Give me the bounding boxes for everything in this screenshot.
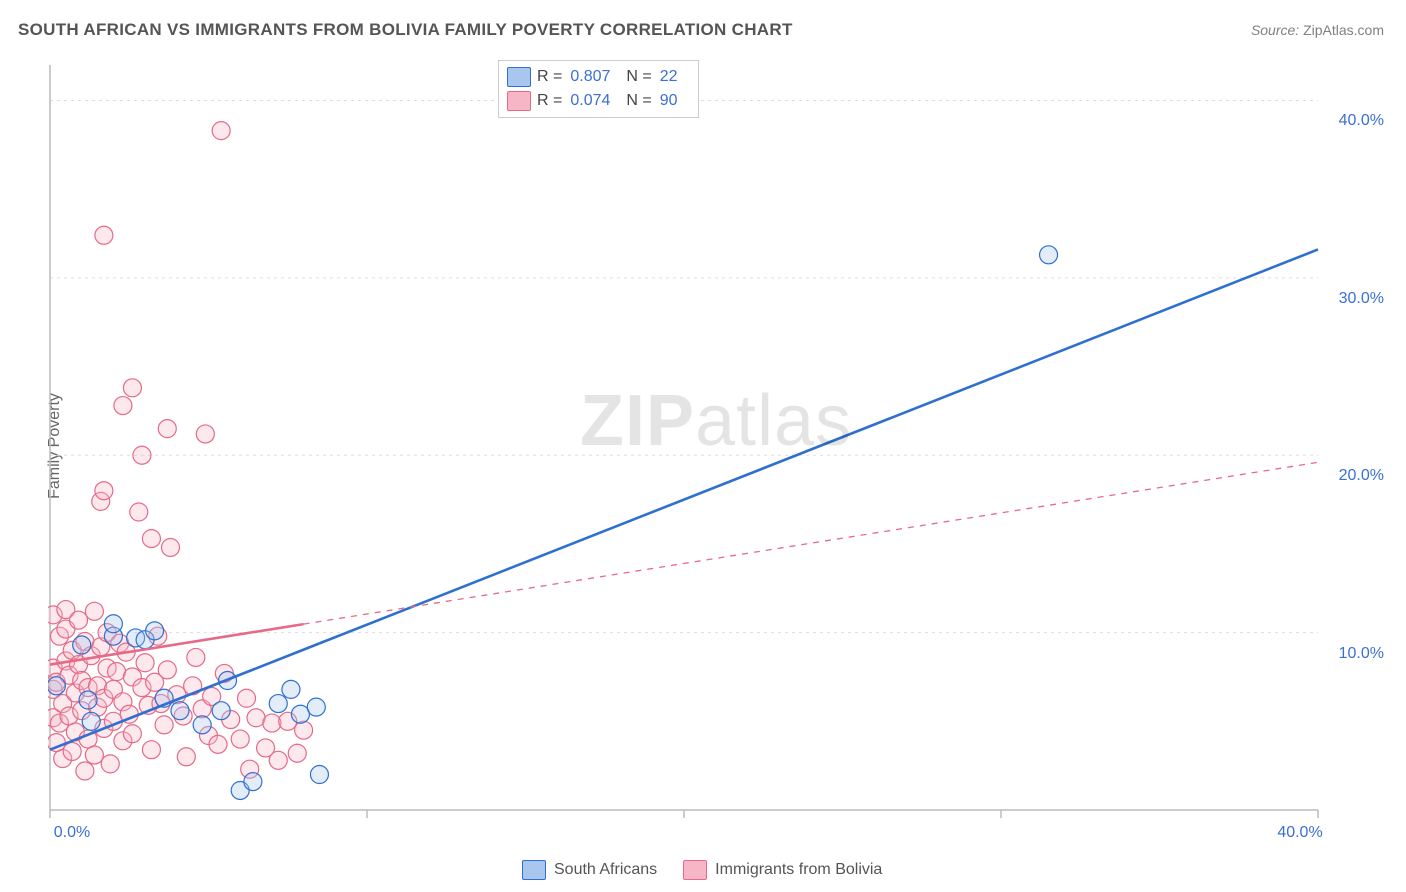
series-legend: South Africans Immigrants from Bolivia [522,860,882,880]
chart-container: SOUTH AFRICAN VS IMMIGRANTS FROM BOLIVIA… [0,0,1406,892]
chart-title: SOUTH AFRICAN VS IMMIGRANTS FROM BOLIVIA… [18,20,793,40]
legend-text: 90 [660,92,678,110]
legend-text: 0.807 [570,68,610,86]
legend-text: R = [537,92,562,110]
correlation-legend: R = 0.807 N = 22 R = 0.074 N = 90 [498,60,699,118]
legend-text: N = [626,92,651,110]
chart-svg [48,55,1388,840]
legend-text: R = [537,68,562,86]
y-tick-label: 10.0% [1324,645,1384,663]
y-tick-label: 40.0% [1324,112,1384,130]
source-attribution: Source: ZipAtlas.com [1251,22,1384,38]
legend-text: 22 [660,68,678,86]
legend-text: N = [626,68,651,86]
x-tick-label: 40.0% [1277,824,1322,842]
legend-swatch [507,67,531,87]
legend-label: Immigrants from Bolivia [715,861,882,879]
legend-swatch [522,860,546,880]
legend-item: Immigrants from Bolivia [683,860,882,880]
y-tick-label: 20.0% [1324,467,1384,485]
legend-label: South Africans [554,861,657,879]
plot-area [48,55,1388,840]
legend-item: South Africans [522,860,657,880]
legend-row: R = 0.807 N = 22 [507,65,688,89]
legend-swatch [683,860,707,880]
source-value: ZipAtlas.com [1303,22,1384,38]
y-tick-label: 30.0% [1324,290,1384,308]
legend-row: R = 0.074 N = 90 [507,89,688,113]
x-tick-label: 0.0% [54,824,90,842]
source-label: Source: [1251,22,1299,38]
legend-swatch [507,91,531,111]
legend-text: 0.074 [570,92,610,110]
